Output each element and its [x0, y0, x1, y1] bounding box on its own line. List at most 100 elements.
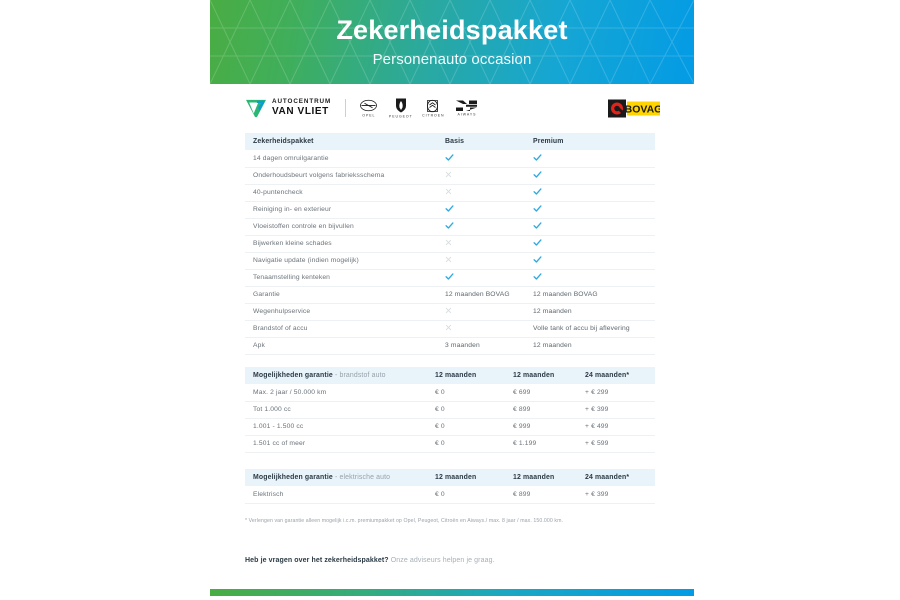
tier-label: Elektrisch — [245, 486, 427, 504]
check-icon — [533, 154, 542, 161]
basis-value — [437, 303, 525, 321]
tier-label: 1.001 - 1.500 cc — [245, 418, 427, 436]
logo-divider — [345, 99, 347, 117]
feature-label: Garantie — [245, 286, 437, 304]
premium-value — [525, 235, 656, 253]
check-icon — [533, 171, 542, 178]
check-icon — [533, 205, 542, 212]
bovag-logo-icon: BOVAG — [608, 99, 660, 117]
premium-value — [525, 167, 656, 185]
cta-question: Heb je vragen over het zekerheidspakket? — [245, 557, 389, 564]
basis-value — [437, 184, 525, 202]
citroen-caption: CITROEN — [421, 114, 445, 119]
footnote-text: * Verlengen van garantie alleen mogelijk… — [245, 518, 564, 524]
van-vliet-mark-icon — [246, 99, 266, 118]
cross-icon — [445, 324, 452, 331]
price-col3: + € 499 — [577, 418, 655, 436]
fuel-header-col3: 24 maanden* — [577, 367, 655, 384]
feature-label: Onderhoudsbeurt volgens fabrieksschema — [245, 167, 437, 185]
table-row: Apk 3 maanden 12 maanden — [245, 337, 656, 355]
basis-value — [437, 252, 525, 270]
packages-table: Zekerheidspakket Basis Premium 14 dagen … — [245, 133, 656, 355]
feature-label: Vloeistoffen controle en bijvullen — [245, 218, 437, 236]
feature-label: Tenaamstelling kenteken — [245, 269, 437, 287]
footer-gradient-bar — [210, 589, 694, 596]
feature-label: 40-puntencheck — [245, 184, 437, 202]
fuel-header-title-main: Mogelijkheden garantie — [253, 372, 333, 379]
electric-warranty-table: Mogelijkheden garantie - elektrische aut… — [245, 469, 655, 504]
price-col2: € 699 — [505, 384, 577, 402]
citroen-logo-icon — [427, 99, 439, 112]
electric-table-header-row: Mogelijkheden garantie - elektrische aut… — [245, 469, 655, 486]
fuel-header-col1: 12 maanden — [427, 367, 505, 384]
premium-value — [525, 184, 656, 202]
price-col1: € 0 — [427, 435, 505, 453]
fuel-header-col2: 12 maanden — [505, 367, 577, 384]
brand-aiways: AIWAYS — [456, 100, 478, 117]
bovag-wordmark: BOVAG — [625, 103, 660, 115]
price-col2: € 999 — [505, 418, 577, 436]
premium-value: 12 maanden — [525, 303, 656, 321]
check-icon — [533, 239, 542, 246]
peugeot-caption: PEUGEOT — [389, 114, 413, 119]
packages-header-feature: Zekerheidspakket — [245, 133, 437, 150]
tier-label: 1.501 cc of meer — [245, 435, 427, 453]
premium-value — [525, 218, 656, 236]
basis-value — [437, 269, 525, 287]
check-icon — [533, 222, 542, 229]
price-col1: € 0 — [427, 418, 505, 436]
basis-value — [437, 218, 525, 236]
table-row: Reiniging in- en exterieur — [245, 201, 656, 219]
basis-value — [437, 320, 525, 338]
brand-citroen: CITROEN — [421, 99, 445, 119]
table-row: Brandstof of accu Volle tank of accu bij … — [245, 320, 656, 338]
price-col1: € 0 — [427, 384, 505, 402]
fuel-warranty-table: Mogelijkheden garantie - brandstof auto … — [245, 367, 655, 453]
table-row: Wegenhulpservice 12 maanden — [245, 303, 656, 321]
cross-icon — [445, 171, 452, 178]
table-row: 1.501 cc of meer € 0 € 1.199 + € 599 — [245, 435, 655, 453]
electric-header-title-sub: - elektrische auto — [332, 474, 391, 481]
fuel-header-title: Mogelijkheden garantie - brandstof auto — [245, 367, 427, 384]
basis-value — [437, 167, 525, 185]
dealer-name-line1: AUTOCENTRUM — [272, 98, 332, 106]
price-col3: + € 399 — [577, 486, 655, 504]
check-icon — [445, 273, 454, 280]
feature-label: Bijwerken kleine schades — [245, 235, 437, 253]
tier-label: Tot 1.000 cc — [245, 401, 427, 419]
electric-header-col1: 12 maanden — [427, 469, 505, 486]
bovag-logo: BOVAG — [608, 98, 660, 119]
logo-row: AUTOCENTRUM VAN VLIET OPEL PEUGEOT — [245, 90, 660, 126]
table-row: Navigatie update (indien mogelijk) — [245, 252, 656, 270]
price-col2: € 899 — [505, 486, 577, 504]
feature-label: 14 dagen omruilgarantie — [245, 150, 437, 168]
check-icon — [445, 222, 454, 229]
feature-label: Wegenhulpservice — [245, 303, 437, 321]
premium-value: Volle tank of accu bij aflevering — [525, 320, 656, 338]
header-banner: Zekerheidspakket Personenauto occasion — [210, 0, 694, 84]
opel-logo-icon — [360, 100, 378, 112]
premium-value: 12 maanden BOVAG — [525, 286, 656, 304]
price-col1: € 0 — [427, 486, 505, 504]
opel-caption: OPEL — [362, 113, 376, 118]
packages-table-body: 14 dagen omruilgarantie Onderhoudsbeurt v… — [245, 150, 656, 355]
check-icon — [445, 205, 454, 212]
brand-opel: OPEL — [360, 99, 378, 118]
banner-title: Zekerheidspakket — [336, 15, 568, 46]
packages-table-header-row: Zekerheidspakket Basis Premium — [245, 133, 656, 150]
table-row: Garantie 12 maanden BOVAG 12 maanden BOVAG — [245, 286, 656, 304]
dealer-name-line2: VAN VLIET — [272, 105, 329, 117]
table-row: 1.001 - 1.500 cc € 0 € 999 + € 499 — [245, 418, 655, 436]
price-col1: € 0 — [427, 401, 505, 419]
price-col2: € 899 — [505, 401, 577, 419]
cross-icon — [445, 188, 452, 195]
table-row: Max. 2 jaar / 50.000 km € 0 € 699 + € 299 — [245, 384, 655, 402]
fuel-table-header-row: Mogelijkheden garantie - brandstof auto … — [245, 367, 655, 384]
premium-value: 12 maanden — [525, 337, 656, 355]
basis-value — [437, 150, 525, 168]
brand-logos: OPEL PEUGEOT CITROEN — [360, 98, 478, 119]
peugeot-logo-icon — [395, 98, 406, 113]
cross-icon — [445, 307, 452, 314]
check-icon — [533, 188, 542, 195]
